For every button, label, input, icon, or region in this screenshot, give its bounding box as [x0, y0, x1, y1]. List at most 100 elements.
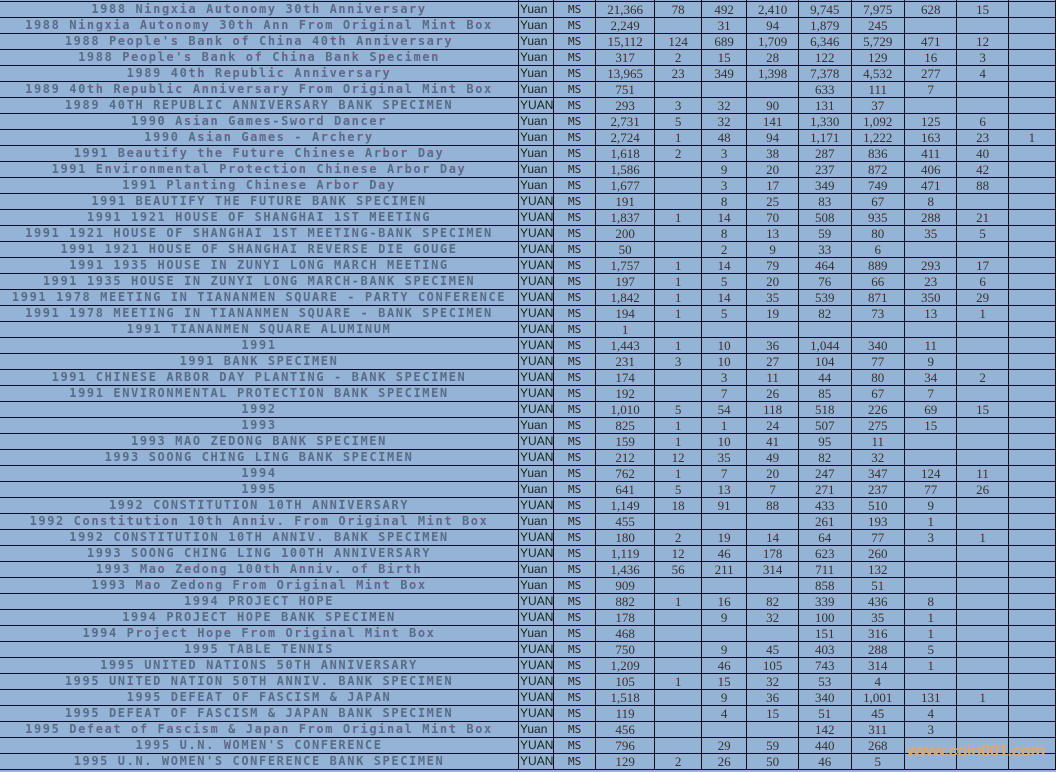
cell-grade-count[interactable]: 10: [700, 353, 748, 370]
cell-grade-count[interactable]: [654, 657, 702, 674]
cell-grade-count[interactable]: 111: [850, 81, 906, 98]
cell-grade-count[interactable]: [797, 321, 852, 338]
cell-coin-name[interactable]: 1995 DEFEAT OF FASCISM & JAPAN BANK SPEC…: [0, 705, 520, 722]
cell-grade-count[interactable]: [956, 321, 1009, 338]
cell-grade-count[interactable]: 4: [904, 705, 958, 722]
cell-grade-count[interactable]: [1007, 49, 1056, 66]
cell-unit[interactable]: YUAN: [518, 321, 555, 338]
cell-grade[interactable]: MS: [553, 561, 596, 578]
cell-grade[interactable]: MS: [553, 545, 596, 562]
cell-grade-count[interactable]: [956, 593, 1009, 610]
cell-total[interactable]: 796: [594, 737, 656, 754]
cell-coin-name[interactable]: 1989 40TH REPUBLIC ANNIVERSARY BANK SPEC…: [0, 97, 520, 114]
cell-grade-count[interactable]: 94: [746, 17, 799, 34]
cell-grade-count[interactable]: [1007, 417, 1056, 434]
cell-grade-count[interactable]: 35: [700, 449, 748, 466]
cell-grade-count[interactable]: 8: [904, 593, 958, 610]
cell-unit[interactable]: YUAN: [518, 353, 555, 370]
cell-grade[interactable]: MS: [553, 353, 596, 370]
cell-grade-count[interactable]: 288: [904, 209, 958, 226]
cell-total[interactable]: 882: [594, 593, 656, 610]
cell-grade-count[interactable]: 37: [850, 97, 906, 114]
cell-grade-count[interactable]: 1: [904, 625, 958, 642]
cell-grade-count[interactable]: [654, 17, 702, 34]
cell-grade-count[interactable]: 51: [797, 705, 852, 722]
cell-grade-count[interactable]: 16: [904, 49, 958, 66]
cell-grade-count[interactable]: 508: [797, 209, 852, 226]
cell-total[interactable]: 1,209: [594, 657, 656, 674]
cell-grade-count[interactable]: [956, 497, 1009, 514]
cell-grade[interactable]: MS: [553, 113, 596, 130]
cell-grade-count[interactable]: 4: [850, 673, 906, 690]
cell-grade-count[interactable]: 32: [746, 609, 799, 626]
cell-grade-count[interactable]: 14: [700, 209, 748, 226]
cell-total[interactable]: 15,112: [594, 33, 656, 50]
cell-total[interactable]: 197: [594, 273, 656, 290]
cell-grade-count[interactable]: 9: [904, 497, 958, 514]
cell-coin-name[interactable]: 1991 1921 HOUSE OF SHANGHAI 1ST MEETING: [0, 209, 520, 226]
cell-grade-count[interactable]: [956, 705, 1009, 722]
cell-grade-count[interactable]: [700, 513, 748, 530]
cell-grade-count[interactable]: 5: [654, 401, 702, 418]
cell-grade-count[interactable]: [956, 641, 1009, 658]
cell-total[interactable]: 1,618: [594, 145, 656, 162]
cell-coin-name[interactable]: 1993 MAO ZEDONG BANK SPECIMEN: [0, 433, 520, 450]
cell-grade-count[interactable]: 1: [654, 433, 702, 450]
cell-grade-count[interactable]: 14: [700, 257, 748, 274]
cell-total[interactable]: 1,518: [594, 689, 656, 706]
cell-unit[interactable]: Yuan: [518, 561, 555, 578]
cell-unit[interactable]: YUAN: [518, 241, 555, 258]
cell-grade-count[interactable]: 293: [904, 257, 958, 274]
cell-grade-count[interactable]: 46: [797, 753, 852, 770]
cell-grade-count[interactable]: [700, 721, 748, 738]
cell-coin-name[interactable]: 1991 BEAUTIFY THE FUTURE BANK SPECIMEN: [0, 193, 520, 210]
cell-grade-count[interactable]: 1: [956, 305, 1009, 322]
cell-grade-count[interactable]: 1,044: [797, 337, 852, 354]
cell-grade-count[interactable]: [956, 97, 1009, 114]
cell-grade-count[interactable]: 872: [850, 161, 906, 178]
cell-grade-count[interactable]: [850, 321, 906, 338]
cell-grade-count[interactable]: [1007, 289, 1056, 306]
cell-grade-count[interactable]: [654, 81, 702, 98]
cell-grade-count[interactable]: [654, 193, 702, 210]
cell-coin-name[interactable]: 1991 ENVIRONMENTAL PROTECTION BANK SPECI…: [0, 385, 520, 402]
cell-grade-count[interactable]: [654, 721, 702, 738]
cell-grade-count[interactable]: 749: [850, 177, 906, 194]
cell-grade-count[interactable]: 35: [746, 289, 799, 306]
cell-grade-count[interactable]: [1007, 97, 1056, 114]
cell-grade[interactable]: MS: [553, 257, 596, 274]
cell-total[interactable]: 2,249: [594, 17, 656, 34]
cell-grade-count[interactable]: [1007, 353, 1056, 370]
cell-grade-count[interactable]: 80: [850, 369, 906, 386]
cell-total[interactable]: 825: [594, 417, 656, 434]
cell-grade-count[interactable]: 3: [956, 49, 1009, 66]
cell-grade-count[interactable]: [654, 577, 702, 594]
cell-grade-count[interactable]: 19: [700, 529, 748, 546]
cell-grade-count[interactable]: [904, 673, 958, 690]
cell-unit[interactable]: Yuan: [518, 145, 555, 162]
cell-grade[interactable]: MS: [553, 145, 596, 162]
cell-grade-count[interactable]: 16: [700, 593, 748, 610]
cell-grade-count[interactable]: 9: [904, 353, 958, 370]
cell-grade-count[interactable]: 100: [797, 609, 852, 626]
cell-grade-count[interactable]: 18: [654, 497, 702, 514]
cell-grade-count[interactable]: 15: [746, 705, 799, 722]
cell-grade-count[interactable]: [956, 241, 1009, 258]
cell-grade-count[interactable]: 32: [700, 97, 748, 114]
cell-grade-count[interactable]: 46: [700, 545, 748, 562]
cell-grade-count[interactable]: 1,001: [850, 689, 906, 706]
cell-grade-count[interactable]: [1007, 273, 1056, 290]
cell-grade-count[interactable]: [1007, 65, 1056, 82]
cell-grade-count[interactable]: [956, 385, 1009, 402]
cell-grade-count[interactable]: 1: [654, 305, 702, 322]
cell-total[interactable]: 751: [594, 81, 656, 98]
cell-total[interactable]: 1,586: [594, 161, 656, 178]
cell-grade[interactable]: MS: [553, 1, 596, 18]
cell-grade-count[interactable]: 11: [850, 433, 906, 450]
cell-unit[interactable]: YUAN: [518, 737, 555, 754]
cell-grade-count[interactable]: [654, 241, 702, 258]
cell-grade-count[interactable]: 12: [654, 449, 702, 466]
cell-grade-count[interactable]: 3: [904, 529, 958, 546]
cell-grade-count[interactable]: [1007, 1, 1056, 18]
cell-grade-count[interactable]: 35: [904, 225, 958, 242]
